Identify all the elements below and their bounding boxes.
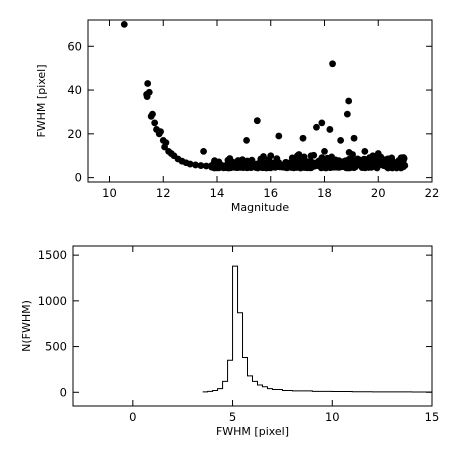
scatter-point	[202, 162, 210, 170]
scatter-point	[253, 117, 261, 125]
scatter-point	[337, 137, 345, 144]
y-tick-label: 20	[67, 127, 82, 141]
x-tick-label: 15	[425, 410, 440, 424]
scatter-point	[211, 157, 218, 165]
x-tick-label: 20	[371, 186, 386, 200]
scatter-point	[318, 119, 326, 127]
scatter-point	[243, 164, 250, 172]
scatter-panel: 10 12 14 16 18 20 22 0 20 40 60 Magnitude FWHM [pixe…	[35, 19, 440, 214]
x-tick-label: 16	[263, 186, 278, 200]
y-tick-label: 40	[67, 83, 82, 97]
scatter-point	[361, 158, 369, 166]
scatter-point	[275, 132, 283, 140]
scatter-point	[334, 162, 342, 170]
scatter-point	[292, 160, 300, 168]
y-tick-label: 60	[67, 39, 82, 53]
scatter-point	[368, 160, 376, 168]
scatter-point	[192, 161, 199, 169]
x-tick-label: 12	[156, 186, 171, 200]
x-tick-label: 22	[425, 186, 440, 200]
scatter-point	[401, 162, 409, 169]
scatter-point	[329, 60, 336, 68]
scatter-point	[151, 119, 159, 127]
scatter-point	[144, 80, 152, 87]
scatter-point	[343, 110, 351, 118]
scatter-point	[157, 128, 164, 136]
scatter-point	[326, 164, 334, 171]
scatter-point	[273, 155, 281, 163]
scatter-point	[274, 161, 282, 169]
x-tick-label: 10	[102, 186, 117, 200]
x-axis-label: Magnitude	[231, 201, 290, 214]
scatter-point	[345, 97, 353, 105]
scatter-point	[373, 164, 381, 172]
scatter-point	[282, 160, 290, 168]
scatter-point	[400, 154, 407, 161]
scatter-point	[315, 157, 323, 165]
y-tick-label: 1500	[38, 248, 67, 262]
x-tick-label: 10	[325, 410, 340, 424]
histogram-step-line	[202, 265, 432, 393]
scatter-point	[376, 155, 384, 163]
scatter-point	[326, 126, 334, 133]
scatter-point	[257, 155, 265, 163]
scatter-point	[243, 137, 250, 144]
scatter-point	[361, 147, 369, 155]
histogram-panel: 0 5 10 15 0 500 1000 1500 FWHM [pixel] N(FWHM)	[20, 245, 440, 438]
scatter-point	[226, 155, 234, 162]
scatter-point	[197, 162, 205, 169]
plot-frame	[72, 245, 433, 407]
scatter-point	[149, 110, 156, 118]
scatter-point	[317, 164, 325, 172]
y-axis-label: N(FWHM)	[20, 300, 33, 352]
scatter-point	[306, 159, 313, 167]
scatter-point	[262, 160, 270, 168]
scatter-point	[145, 88, 153, 96]
scatter-point	[345, 148, 353, 156]
y-tick-label: 500	[45, 340, 67, 354]
scatter-point	[350, 134, 358, 142]
scatter-point	[120, 20, 128, 28]
x-tick-label: 14	[210, 186, 225, 200]
scatter-point	[321, 147, 328, 155]
scatter-point	[200, 147, 207, 155]
scatter-point	[295, 151, 303, 158]
x-tick-label: 18	[317, 186, 332, 200]
scatter-point	[299, 134, 307, 142]
x-axis-label: FWHM [pixel]	[216, 425, 289, 438]
y-axis-label: FWHM [pixel]	[35, 64, 48, 137]
scatter-point	[162, 139, 170, 146]
x-tick-label: 0	[129, 410, 136, 424]
scatter-point	[213, 163, 221, 171]
scatter-point	[329, 157, 336, 165]
x-tick-label: 5	[229, 410, 236, 424]
y-tick-label: 0	[75, 171, 82, 185]
scatter-point	[208, 163, 216, 171]
scatter-point	[313, 123, 320, 131]
scatter-point	[310, 151, 318, 159]
scatter-point	[186, 160, 194, 168]
scatter-point	[350, 160, 357, 168]
scatter-point	[300, 164, 308, 171]
scatter-point	[354, 155, 362, 163]
y-tick-label: 1000	[38, 294, 67, 308]
scatter-point	[228, 162, 236, 170]
scatter-point	[299, 156, 307, 163]
y-tick-label: 0	[60, 385, 67, 399]
plot-frame	[87, 19, 433, 183]
scatter-point	[387, 164, 395, 171]
scatter-point	[253, 160, 261, 168]
